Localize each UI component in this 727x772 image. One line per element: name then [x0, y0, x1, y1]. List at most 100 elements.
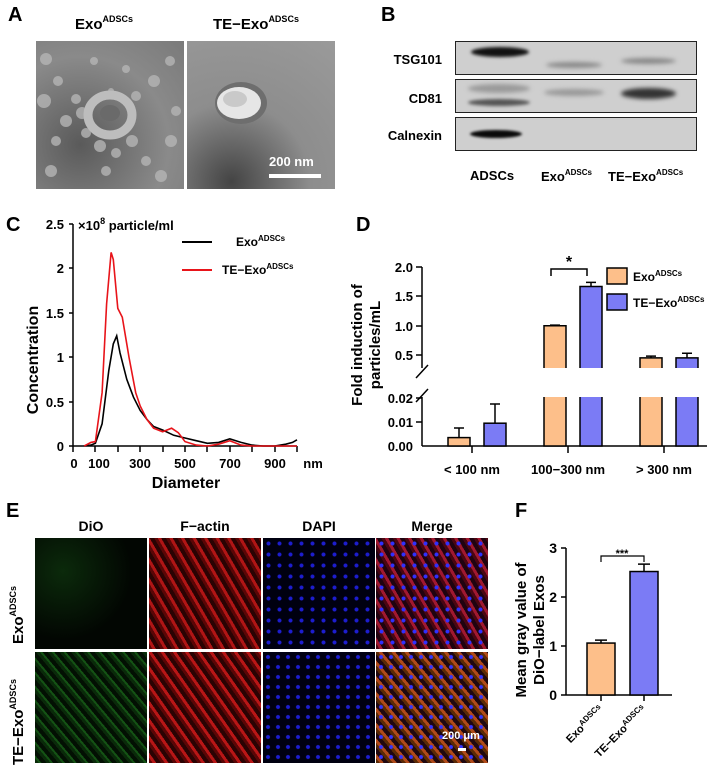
panel-label-e: E: [6, 500, 20, 522]
row-title-exo: ExoADSCs: [8, 585, 27, 644]
lane-label-exo: ExoADSCs: [541, 168, 592, 184]
blot-strip-cd81: [455, 79, 697, 113]
legend-swatch-te-exo: [606, 293, 628, 311]
micrograph-te-exo-dio: [35, 652, 147, 763]
bar-upper: [543, 324, 567, 368]
svg-text:0.5: 0.5: [395, 348, 413, 363]
panel-label-f: F: [515, 500, 528, 522]
tem-image-exo: [36, 41, 184, 189]
band: [470, 130, 522, 138]
svg-text:< 100 nm: < 100 nm: [444, 462, 500, 477]
scale-bar-200nm: [269, 174, 321, 178]
blot-row-label-tsg101: TSG101: [393, 52, 442, 67]
row-title-te-exo: TE−ExoADSCs: [8, 679, 27, 765]
error-bar: [550, 324, 560, 326]
band: [468, 84, 530, 93]
chart-c-ytick-labels: 2.5 2 1.5 1 0.5 0: [46, 217, 64, 454]
svg-text:1: 1: [549, 638, 557, 654]
tem-title-exo: ExoADSCs: [75, 14, 134, 33]
chart-d-ytick-labels: 2.0 1.5 1.0 0.5 0.02 0.01 0.00: [388, 260, 413, 454]
micrograph-exo-dapi: [263, 538, 375, 649]
micrograph-exo-merge: [376, 538, 488, 649]
chart-c-unit-label: ×108 particle/ml: [78, 216, 174, 233]
significance-marker: *: [566, 254, 573, 271]
svg-text:1.5: 1.5: [46, 306, 64, 321]
lane-label-adscs: ADSCs: [470, 168, 515, 183]
micrograph-exo-dio: [35, 538, 147, 649]
panel-label-d: D: [356, 214, 371, 236]
chart-d-ylabel-line1: Fold induction of: [349, 283, 366, 406]
svg-text:500: 500: [174, 456, 196, 471]
chart-d-ylabel-line2: particles/mL: [367, 301, 384, 389]
series-line-exo: [84, 333, 298, 447]
svg-text:2: 2: [549, 589, 557, 605]
chart-f-category-exo: ExoADSCs: [563, 702, 607, 746]
error-bar: [682, 352, 692, 358]
blot-strip-calnexin: [455, 117, 697, 151]
svg-text:0: 0: [549, 687, 557, 703]
bar: [586, 642, 616, 696]
svg-text:0.01: 0.01: [388, 415, 413, 430]
svg-text:nm: nm: [303, 456, 323, 471]
tem-exo-texture: [37, 53, 181, 182]
chart-d-particle-size-bins: Fold induction of particles/mL 2.0 1.5 1…: [349, 254, 707, 477]
scale-bar-label-e: 200 μm: [442, 730, 480, 742]
bar: [447, 436, 471, 447]
band: [546, 62, 602, 68]
svg-text:2.5: 2.5: [46, 217, 64, 232]
tem-te-exo-texture: [215, 82, 321, 178]
error-bar: [638, 563, 650, 572]
axis-break-mark: [415, 364, 429, 379]
svg-text:100: 100: [88, 456, 110, 471]
svg-text:1.5: 1.5: [395, 289, 413, 304]
svg-text:0: 0: [70, 456, 77, 471]
micrograph-te-exo-dapi: [263, 652, 375, 763]
panel-label-a: A: [8, 4, 23, 26]
chart-c-xticks: [72, 446, 298, 452]
svg-text:700: 700: [219, 456, 241, 471]
svg-text:2.0: 2.0: [395, 260, 413, 275]
blot-strip-tsg101: [455, 41, 697, 75]
panel-label-b: B: [381, 4, 396, 26]
scale-bar-200um: [458, 748, 466, 751]
col-title-dio: DiO: [78, 518, 104, 534]
svg-text:2: 2: [57, 261, 64, 276]
chart-d-category-labels: < 100 nm 100−300 nm > 300 nm: [444, 462, 692, 477]
error-bar: [586, 281, 596, 287]
svg-text:0.02: 0.02: [388, 391, 413, 406]
panel-label-c: C: [6, 214, 21, 236]
chart-c-nta-size-distribution: Concentration 2.5 2 1.5 1 0.5 0 0 100 30…: [25, 216, 323, 492]
lane-label-te-exo: TE−ExoADSCs: [608, 168, 684, 184]
error-bar: [646, 355, 656, 358]
chart-f-ylabel-line2: DiO−label Exos: [531, 575, 548, 685]
axis-break-mark: [415, 388, 429, 403]
chart-d-yticks: [416, 266, 665, 453]
error-bar: [454, 427, 464, 438]
svg-text:0: 0: [57, 439, 64, 454]
svg-text:3: 3: [549, 540, 557, 556]
band: [621, 88, 676, 99]
band: [544, 89, 604, 96]
chart-f-ytick-labels: 3 2 1 0: [549, 540, 557, 703]
legend-swatch-exo: [606, 267, 628, 285]
blot-row-label-calnexin: Calnexin: [387, 128, 442, 143]
bar-lower: [579, 397, 603, 447]
svg-text:1.0: 1.0: [395, 319, 413, 334]
bar-lower: [639, 397, 663, 447]
svg-text:0.5: 0.5: [46, 395, 64, 410]
chart-f-dio-mean-gray: Mean gray value of DiO−label Exos 3 2 1 …: [513, 540, 672, 760]
bar: [629, 570, 659, 696]
bar: [483, 422, 507, 447]
micrograph-exo-factin: [149, 538, 261, 649]
blot-row-label-cd81: CD81: [408, 91, 442, 106]
series-line-te-exo: [83, 252, 297, 447]
col-title-factin: F−actin: [180, 518, 230, 534]
error-bar: [595, 639, 607, 644]
significance-bracket: [550, 268, 588, 276]
legend-label-exo: ExoADSCs: [633, 269, 683, 284]
tem-title-te-exo: TE−ExoADSCs: [213, 14, 299, 33]
svg-text:900: 900: [264, 456, 286, 471]
bar-upper: [579, 285, 603, 368]
chart-d-bars: [447, 281, 699, 447]
bar-upper: [639, 357, 663, 368]
